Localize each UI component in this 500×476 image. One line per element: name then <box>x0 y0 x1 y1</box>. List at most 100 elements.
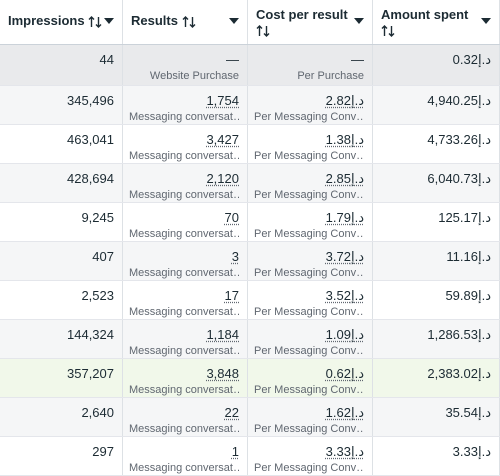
cell-value: د.إ4,733.26 <box>379 131 491 148</box>
table-row: 345,496 1,754 Messaging conversat… د.إ2.82 P… <box>0 86 500 125</box>
table-cell: د.إ1.62 Per Messaging Conv… <box>248 398 373 436</box>
cell-value: 357,207 <box>6 365 114 382</box>
page: {"header": {"columns": ["Impressions", "… <box>0 0 500 454</box>
cell-value: — <box>129 51 239 68</box>
table-cell: د.إ3.52 Per Messaging Conv… <box>248 281 373 319</box>
table-cell: د.إ1.79 Per Messaging Conv… <box>248 203 373 241</box>
cell-value: 1,754 <box>129 92 239 109</box>
cell-sublabel: Messaging conversat… <box>129 228 239 240</box>
cell-value: د.إ2.85 <box>254 170 364 187</box>
cell-value: 345,496 <box>6 92 114 109</box>
sort[interactable] <box>85 13 103 28</box>
cell-sublabel: Per Messaging Conv… <box>254 462 364 474</box>
cell-sublabel: Per Messaging Conv… <box>254 228 364 240</box>
cell-value: 428,694 <box>6 170 114 187</box>
table-cell: 22 Messaging conversat… <box>123 398 248 436</box>
table-cell: — Website Purchase <box>123 45 248 85</box>
column-header[interactable]: Cost per result <box>248 0 373 44</box>
cell-value: د.إ125.17 <box>379 209 491 226</box>
table-cell: د.إ59.89 <box>373 281 500 319</box>
column-title[interactable]: Results <box>131 13 178 28</box>
cell-value: 22 <box>129 404 239 421</box>
cell-sublabel: Messaging conversat… <box>129 345 239 357</box>
cell-value: د.إ1.79 <box>254 209 364 226</box>
table-cell: د.إ3.33 <box>373 437 500 475</box>
sort[interactable] <box>381 22 395 37</box>
table-cell: د.إ6,040.73 <box>373 164 500 202</box>
cell-sublabel: Messaging conversat… <box>129 423 239 435</box>
sort-icon[interactable] <box>256 25 270 37</box>
table-cell: 17 Messaging conversat… <box>123 281 248 319</box>
table-cell: 70 Messaging conversat… <box>123 203 248 241</box>
cell-value: 1 <box>129 443 239 460</box>
table-cell: د.إ2,383.02 <box>373 359 500 397</box>
table-cell: 357,207 <box>0 359 123 397</box>
table-cell: 428,694 <box>0 164 123 202</box>
cell-value: د.إ1,286.53 <box>379 326 491 343</box>
cell-sublabel: Messaging conversat… <box>129 150 239 162</box>
table-cell: د.إ3.72 Per Messaging Conv… <box>248 242 373 280</box>
table-row: 9,245 70 Messaging conversat… د.إ1.79 Per Me… <box>0 203 500 242</box>
cell-value: د.إ11.16 <box>379 248 491 265</box>
cell-sublabel: Messaging conversat… <box>129 189 239 201</box>
table-cell: 3,848 Messaging conversat… <box>123 359 248 397</box>
cell-value: 2,523 <box>6 287 114 304</box>
cell-value: 17 <box>129 287 239 304</box>
cell-value: د.إ35.54 <box>379 404 491 421</box>
sort[interactable] <box>256 22 270 37</box>
column-header[interactable]: Amount spent <box>373 0 500 44</box>
table-cell: د.إ2.85 Per Messaging Conv… <box>248 164 373 202</box>
table-cell: د.إ125.17 <box>373 203 500 241</box>
column-title[interactable]: Cost per result <box>256 7 348 22</box>
cell-value: د.إ1.62 <box>254 404 364 421</box>
cell-sublabel: Per Messaging Conv… <box>254 384 364 396</box>
cell-value: د.إ59.89 <box>379 287 491 304</box>
dropdown[interactable] <box>229 17 239 25</box>
table-cell: د.إ3.33 Per Messaging Conv… <box>248 437 373 475</box>
table-cell: 3,427 Messaging conversat… <box>123 125 248 163</box>
table-cell: 297 <box>0 437 123 475</box>
cell-value: 2,120 <box>129 170 239 187</box>
table-cell: د.إ35.54 <box>373 398 500 436</box>
table-row: 144,324 1,184 Messaging conversat… د.إ1.09 P… <box>0 320 500 359</box>
table-row: 2,640 22 Messaging conversat… د.إ1.62 Per Me… <box>0 398 500 437</box>
cell-sublabel: Messaging conversat… <box>129 267 239 279</box>
cell-value: 44 <box>6 51 114 68</box>
cell-sublabel: Per Messaging Conv… <box>254 111 364 123</box>
cell-value: د.إ0.62 <box>254 365 364 382</box>
cell-value: 407 <box>6 248 114 265</box>
ads-table: Impressions Results Cost per result Amoun… <box>0 0 500 454</box>
cell-sublabel: Messaging conversat… <box>129 111 239 123</box>
cell-value: د.إ6,040.73 <box>379 170 491 187</box>
cell-value: د.إ1.09 <box>254 326 364 343</box>
cell-value: 463,041 <box>6 131 114 148</box>
column-title[interactable]: Impressions <box>8 13 85 28</box>
dropdown[interactable] <box>354 17 364 25</box>
cell-value: د.إ3.33 <box>254 443 364 460</box>
table-row: 2,523 17 Messaging conversat… د.إ3.52 Per Me… <box>0 281 500 320</box>
dropdown[interactable] <box>104 17 114 25</box>
cell-sublabel: Per Purchase <box>254 70 364 82</box>
cell-sublabel: Per Messaging Conv… <box>254 267 364 279</box>
table-cell: د.إ1,286.53 <box>373 320 500 358</box>
cell-value: 70 <box>129 209 239 226</box>
cell-value: د.إ3.33 <box>379 443 491 460</box>
column-title[interactable]: Amount spent <box>381 7 468 22</box>
sort-icon[interactable] <box>88 16 102 28</box>
table-cell: د.إ0.62 Per Messaging Conv… <box>248 359 373 397</box>
table-cell: 44 <box>0 45 123 85</box>
sort-icon[interactable] <box>381 25 395 37</box>
table-cell: 3 Messaging conversat… <box>123 242 248 280</box>
cell-value: د.إ2,383.02 <box>379 365 491 382</box>
column-header[interactable]: Results <box>123 0 248 44</box>
cell-sublabel: Website Purchase <box>129 70 239 82</box>
cell-value: — <box>254 51 364 68</box>
sort-icon[interactable] <box>182 16 196 28</box>
table-cell: 1,754 Messaging conversat… <box>123 86 248 124</box>
column-header[interactable]: Impressions <box>0 0 123 44</box>
sort[interactable] <box>178 13 196 28</box>
dropdown[interactable] <box>481 17 491 25</box>
table-cell: د.إ4,733.26 <box>373 125 500 163</box>
table-row: 357,207 3,848 Messaging conversat… د.إ0.62 P… <box>0 359 500 398</box>
cell-value: 1,184 <box>129 326 239 343</box>
